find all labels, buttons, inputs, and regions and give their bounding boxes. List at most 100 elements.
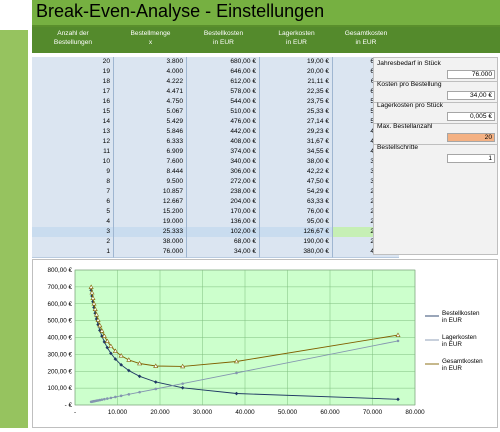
- header-anzahl[interactable]: Anzahl der Bestellungen: [53, 30, 93, 46]
- cell-bestellmenge[interactable]: 4.222: [114, 77, 187, 88]
- cost-chart: - € 100,00 € 200,00 € 300,00 € 400,00 € 500,0…: [32, 259, 498, 428]
- cell-anzahl[interactable]: 18: [32, 77, 114, 88]
- cell-anzahl[interactable]: 10: [32, 157, 114, 168]
- cell-bestellkosten[interactable]: 510,00 €: [187, 107, 260, 118]
- cell-lagerkosten[interactable]: 190,00 €: [260, 237, 333, 248]
- cell-bestellkosten[interactable]: 340,00 €: [187, 157, 260, 168]
- bestellschritte-input[interactable]: 1: [447, 154, 495, 163]
- kosten-bestellung-input[interactable]: 34,00 €: [447, 91, 495, 100]
- cell-bestellmenge[interactable]: 4.000: [114, 67, 187, 78]
- header-lagerkosten[interactable]: Lagerkosten in EUR: [278, 30, 315, 46]
- cell-bestellkosten[interactable]: 204,00 €: [187, 197, 260, 208]
- cell-lagerkosten[interactable]: 25,33 €: [260, 107, 333, 118]
- cell-anzahl[interactable]: 12: [32, 137, 114, 148]
- cell-lagerkosten[interactable]: 22,35 €: [260, 87, 333, 98]
- cell-bestellmenge[interactable]: 3.800: [114, 57, 187, 68]
- cell-bestellkosten[interactable]: 68,00 €: [187, 237, 260, 248]
- cell-lagerkosten[interactable]: 76,00 €: [260, 207, 333, 218]
- header-bestellkosten[interactable]: Bestellkosten in EUR: [203, 30, 244, 46]
- cell-anzahl[interactable]: 19: [32, 67, 114, 78]
- cell-lagerkosten[interactable]: 20,00 €: [260, 67, 333, 78]
- cell-bestellkosten[interactable]: 612,00 €: [187, 77, 260, 88]
- cell-bestellkosten[interactable]: 306,00 €: [187, 167, 260, 178]
- cell-bestellkosten[interactable]: 34,00 €: [187, 247, 260, 258]
- cell-lagerkosten[interactable]: 29,23 €: [260, 127, 333, 138]
- cell-anzahl[interactable]: 11: [32, 147, 114, 158]
- cell-lagerkosten[interactable]: 42,22 €: [260, 167, 333, 178]
- cell-lagerkosten[interactable]: 47,50 €: [260, 177, 333, 188]
- cell-anzahl[interactable]: 5: [32, 207, 114, 218]
- x-tick-label: 30.000: [193, 409, 213, 416]
- jahresbedarf-input[interactable]: 76.000: [447, 70, 495, 79]
- cell-lagerkosten[interactable]: 23,75 €: [260, 97, 333, 108]
- cell-bestellkosten[interactable]: 544,00 €: [187, 97, 260, 108]
- data-point: [101, 333, 107, 338]
- cell-lagerkosten[interactable]: 21,11 €: [260, 77, 333, 88]
- cell-anzahl[interactable]: 17: [32, 87, 114, 98]
- cell-anzahl[interactable]: 4: [32, 217, 114, 228]
- cell-lagerkosten[interactable]: 95,00 €: [260, 217, 333, 228]
- settings-divider: [374, 81, 497, 82]
- cell-anzahl[interactable]: 2: [32, 237, 114, 248]
- cell-lagerkosten[interactable]: 380,00 €: [260, 247, 333, 258]
- cell-bestellmenge[interactable]: 15.200: [114, 207, 187, 218]
- data-point: [106, 397, 109, 400]
- cell-bestellmenge[interactable]: 9.500: [114, 177, 187, 188]
- cell-bestellkosten[interactable]: 442,00 €: [187, 127, 260, 138]
- cell-bestellkosten[interactable]: 136,00 €: [187, 217, 260, 228]
- settings-divider: [374, 144, 497, 145]
- cell-anzahl[interactable]: 20: [32, 57, 114, 68]
- cell-bestellkosten[interactable]: 646,00 €: [187, 67, 260, 78]
- header-gesamtkosten[interactable]: Gesamtkosten in EUR: [344, 30, 388, 46]
- cell-bestellkosten[interactable]: 578,00 €: [187, 87, 260, 98]
- max-bestellanzahl-input[interactable]: 20: [447, 133, 495, 142]
- cell-bestellkosten[interactable]: 374,00 €: [187, 147, 260, 158]
- cell-bestellmenge[interactable]: 8.444: [114, 167, 187, 178]
- cell-bestellkosten[interactable]: 272,00 €: [187, 177, 260, 188]
- cell-bestellmenge[interactable]: 4.471: [114, 87, 187, 98]
- cell-bestellmenge[interactable]: 5.429: [114, 117, 187, 128]
- cell-bestellmenge[interactable]: 6.909: [114, 147, 187, 158]
- data-point: [92, 306, 98, 311]
- cell-bestellkosten[interactable]: 680,00 €: [187, 57, 260, 68]
- cell-anzahl[interactable]: 16: [32, 97, 114, 108]
- cell-lagerkosten[interactable]: 34,55 €: [260, 147, 333, 158]
- cell-bestellmenge[interactable]: 12.667: [114, 197, 187, 208]
- y-tick-label: 400,00 €: [47, 335, 72, 342]
- cell-anzahl[interactable]: 1: [32, 247, 114, 258]
- cell-lagerkosten[interactable]: 19,00 €: [260, 57, 333, 68]
- cell-anzahl[interactable]: 8: [32, 177, 114, 188]
- cell-bestellmenge[interactable]: 76.000: [114, 247, 187, 258]
- cell-anzahl[interactable]: 6: [32, 197, 114, 208]
- cell-lagerkosten[interactable]: 54,29 €: [260, 187, 333, 198]
- header-bestellmenge[interactable]: Bestellmenge x: [130, 30, 171, 46]
- cell-anzahl[interactable]: 13: [32, 127, 114, 138]
- cell-bestellmenge[interactable]: 6.333: [114, 137, 187, 148]
- cell-lagerkosten[interactable]: 38,00 €: [260, 157, 333, 168]
- cell-anzahl[interactable]: 15: [32, 107, 114, 118]
- cell-anzahl[interactable]: 9: [32, 167, 114, 178]
- legend-label: in EUR: [442, 365, 462, 372]
- cell-bestellmenge[interactable]: 38.000: [114, 237, 187, 248]
- cell-bestellkosten[interactable]: 476,00 €: [187, 117, 260, 128]
- cell-bestellkosten[interactable]: 238,00 €: [187, 187, 260, 198]
- cell-lagerkosten[interactable]: 126,67 €: [260, 227, 333, 238]
- cell-anzahl[interactable]: 14: [32, 117, 114, 128]
- cell-lagerkosten[interactable]: 63,33 €: [260, 197, 333, 208]
- cell-bestellmenge[interactable]: 10.857: [114, 187, 187, 198]
- cell-bestellmenge[interactable]: 19.000: [114, 217, 187, 228]
- cell-bestellmenge[interactable]: 7.600: [114, 157, 187, 168]
- cell-bestellkosten[interactable]: 408,00 €: [187, 137, 260, 148]
- data-point: [99, 328, 105, 333]
- cell-bestellmenge[interactable]: 5.846: [114, 127, 187, 138]
- cell-anzahl[interactable]: 7: [32, 187, 114, 198]
- cell-lagerkosten[interactable]: 31,67 €: [260, 137, 333, 148]
- lagerkosten-input[interactable]: 0,005 €: [447, 112, 495, 121]
- cell-bestellmenge[interactable]: 4.750: [114, 97, 187, 108]
- cell-anzahl[interactable]: 3: [32, 227, 114, 238]
- cell-bestellmenge[interactable]: 5.067: [114, 107, 187, 118]
- cell-bestellkosten[interactable]: 170,00 €: [187, 207, 260, 218]
- cell-bestellkosten[interactable]: 102,00 €: [187, 227, 260, 238]
- cell-lagerkosten[interactable]: 27,14 €: [260, 117, 333, 128]
- cell-bestellmenge[interactable]: 25.333: [114, 227, 187, 238]
